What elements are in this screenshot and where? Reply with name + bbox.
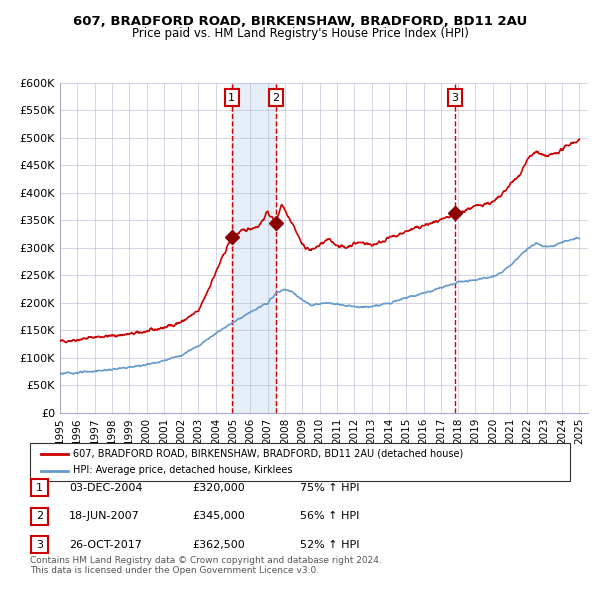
- Text: 2: 2: [272, 93, 279, 103]
- Text: 607, BRADFORD ROAD, BIRKENSHAW, BRADFORD, BD11 2AU (detached house): 607, BRADFORD ROAD, BIRKENSHAW, BRADFORD…: [73, 448, 463, 458]
- Bar: [232, 83, 276, 413]
- Text: 56% ↑ HPI: 56% ↑ HPI: [300, 512, 359, 521]
- Text: Price paid vs. HM Land Registry's House Price Index (HPI): Price paid vs. HM Land Registry's House …: [131, 27, 469, 40]
- Text: 52% ↑ HPI: 52% ↑ HPI: [300, 540, 359, 549]
- Text: 18-JUN-2007: 18-JUN-2007: [69, 512, 140, 521]
- Text: 3: 3: [452, 93, 458, 103]
- FancyBboxPatch shape: [31, 536, 48, 553]
- Text: HPI: Average price, detached house, Kirklees: HPI: Average price, detached house, Kirk…: [73, 466, 293, 476]
- Text: 2: 2: [36, 512, 43, 521]
- Text: 1: 1: [228, 93, 235, 103]
- FancyBboxPatch shape: [31, 480, 48, 496]
- Text: £362,500: £362,500: [192, 540, 245, 549]
- Text: £320,000: £320,000: [192, 483, 245, 493]
- Text: 75% ↑ HPI: 75% ↑ HPI: [300, 483, 359, 493]
- Text: £345,000: £345,000: [192, 512, 245, 521]
- Text: 1: 1: [36, 483, 43, 493]
- Text: 3: 3: [36, 540, 43, 549]
- Text: 26-OCT-2017: 26-OCT-2017: [69, 540, 142, 549]
- Text: 03-DEC-2004: 03-DEC-2004: [69, 483, 143, 493]
- FancyBboxPatch shape: [31, 508, 48, 525]
- FancyBboxPatch shape: [30, 442, 570, 481]
- Text: 607, BRADFORD ROAD, BIRKENSHAW, BRADFORD, BD11 2AU: 607, BRADFORD ROAD, BIRKENSHAW, BRADFORD…: [73, 15, 527, 28]
- Text: Contains HM Land Registry data © Crown copyright and database right 2024.
This d: Contains HM Land Registry data © Crown c…: [30, 556, 382, 575]
